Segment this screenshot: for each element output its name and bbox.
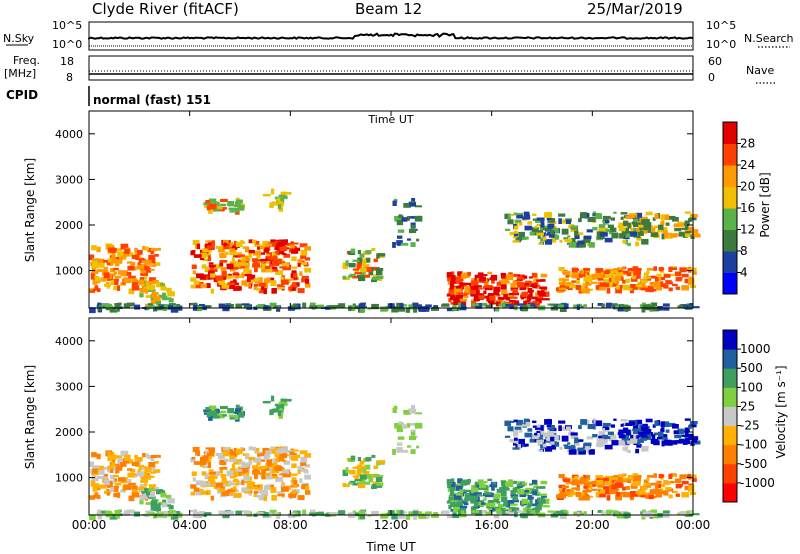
velocity-colorbar-tick: 500 bbox=[740, 361, 763, 375]
velocity-colorbar-bin bbox=[723, 444, 737, 465]
time-tick-label: 00:00 bbox=[72, 518, 107, 532]
velocity-colorbar-tick: -1000 bbox=[740, 476, 775, 490]
vel-ytick-label: 4000 bbox=[55, 335, 83, 348]
power-ylabel: Slant Range [km] bbox=[23, 158, 37, 262]
velocity-colorbar-bin bbox=[723, 482, 737, 503]
velocity-colorbar-bin bbox=[723, 387, 737, 407]
velocity-colorbar-tick: 1000 bbox=[740, 342, 771, 356]
velocity-colorbar-label: Velocity [m s⁻¹] bbox=[774, 365, 788, 458]
power-ytick-label: 1000 bbox=[55, 265, 83, 278]
power-colorbar-bin bbox=[723, 272, 737, 295]
velocity-colorbar-bin bbox=[723, 463, 737, 484]
power-colorbar-tick: 16 bbox=[740, 201, 755, 215]
freq-label-2: [MHz] bbox=[4, 67, 36, 80]
time-tick-label: 12:00 bbox=[374, 518, 409, 532]
vel-ytick-label: 1000 bbox=[55, 472, 83, 485]
vel-ytick-label: 2000 bbox=[55, 426, 83, 439]
noise-right-tick-bottom: 10^0 bbox=[706, 38, 736, 51]
power-colorbar-bin bbox=[723, 143, 737, 166]
cpid-value: normal (fast) 151 bbox=[93, 93, 211, 107]
power-colorbar-label: Power [dB] bbox=[758, 172, 772, 237]
time-tick-label: 16:00 bbox=[474, 518, 509, 532]
velocity-colorbar-bin bbox=[723, 330, 737, 350]
cpid-label: CPID bbox=[6, 88, 38, 102]
velocity-colorbar-tick: -500 bbox=[740, 457, 767, 471]
power-colorbar-bin bbox=[723, 186, 737, 209]
velocity-colorbar-bin bbox=[723, 425, 737, 446]
velocity-ylabel: Slant Range [km] bbox=[23, 365, 37, 469]
radar-title: Clyde River (fitACF) bbox=[92, 0, 239, 18]
noise-panel: N.Sky 10^5 10^0 10^5 10^0 N.Search bbox=[3, 19, 794, 51]
velocity-colorbar-bin bbox=[723, 406, 737, 427]
velocity-colorbar-tick: 25 bbox=[740, 399, 755, 413]
velocity-colorbar-tick: 100 bbox=[740, 380, 763, 394]
time-tick-label: 00:00 bbox=[676, 518, 711, 532]
freq-label-1: Freq. bbox=[13, 54, 40, 67]
time-tick-label: 20:00 bbox=[575, 518, 610, 532]
power-ytick-label: 3000 bbox=[55, 173, 83, 186]
power-colorbar-tick: 24 bbox=[740, 158, 755, 172]
velocity-panel: 1000 2000 3000 4000 Slant Range [km] 00:00 0… bbox=[23, 317, 711, 554]
time-tick-label: 08:00 bbox=[273, 518, 308, 532]
noise-left-tick-top: 10^5 bbox=[52, 19, 82, 32]
beam-title: Beam 12 bbox=[355, 0, 422, 18]
nave-tick-bottom: 0 bbox=[708, 71, 715, 84]
freq-tick-bottom: 8 bbox=[66, 71, 73, 84]
power-colorbar-tick: 12 bbox=[740, 223, 755, 237]
vel-ytick-label: 3000 bbox=[55, 380, 83, 393]
velocity-colorbar-bin bbox=[723, 349, 737, 369]
power-colorbar-bin bbox=[723, 208, 737, 230]
noise-trace bbox=[88, 32, 694, 40]
power-panel: 1000 2000 3000 4000 Slant Range [km] Time U… bbox=[23, 110, 701, 314]
nave-label: Nave bbox=[746, 64, 774, 77]
power-colorbar-tick: 28 bbox=[740, 137, 755, 151]
freq-panel: Freq. [MHz] 18 8 60 0 Nave bbox=[4, 54, 776, 84]
power-colorbar-tick: 4 bbox=[740, 266, 748, 280]
time-tick-label: 04:00 bbox=[172, 518, 207, 532]
power-colorbar-tick: 8 bbox=[740, 244, 748, 258]
power-ytick-label: 2000 bbox=[55, 219, 83, 232]
power-colorbar-bin bbox=[723, 122, 737, 144]
velocity-colorbar: 1000 500 100 25 -25 -100 -500 -1000 Velocity [m… bbox=[722, 329, 788, 503]
power-xlabel-top: Time UT bbox=[367, 113, 413, 126]
velocity-colorbar-tick: -100 bbox=[740, 438, 767, 452]
noise-left-label: N.Sky bbox=[3, 32, 35, 45]
nave-tick-top: 60 bbox=[708, 55, 722, 68]
power-colorbar-bin bbox=[723, 251, 737, 273]
velocity-colorbar-tick: -25 bbox=[740, 419, 760, 433]
power-colorbar-bin bbox=[723, 229, 737, 252]
time-axis-label: Time UT bbox=[365, 540, 416, 554]
power-colorbar-tick: 20 bbox=[740, 180, 755, 194]
power-colorbar: 4 8 12 16 20 24 28 Power [dB] bbox=[722, 121, 772, 295]
freq-tick-top: 18 bbox=[60, 55, 74, 68]
cpid-panel: CPID normal (fast) 151 bbox=[6, 86, 211, 107]
velocity-colorbar-bin bbox=[723, 368, 737, 388]
noise-right-tick-top: 10^5 bbox=[706, 19, 736, 32]
power-colorbar-bin bbox=[723, 165, 737, 187]
power-ytick-label: 4000 bbox=[55, 128, 83, 141]
date-title: 25/Mar/2019 bbox=[587, 0, 683, 18]
velocity-data bbox=[89, 395, 701, 521]
noise-right-label: N.Search bbox=[744, 32, 794, 45]
noise-left-tick-bottom: 10^0 bbox=[52, 38, 82, 51]
power-data bbox=[89, 188, 701, 314]
